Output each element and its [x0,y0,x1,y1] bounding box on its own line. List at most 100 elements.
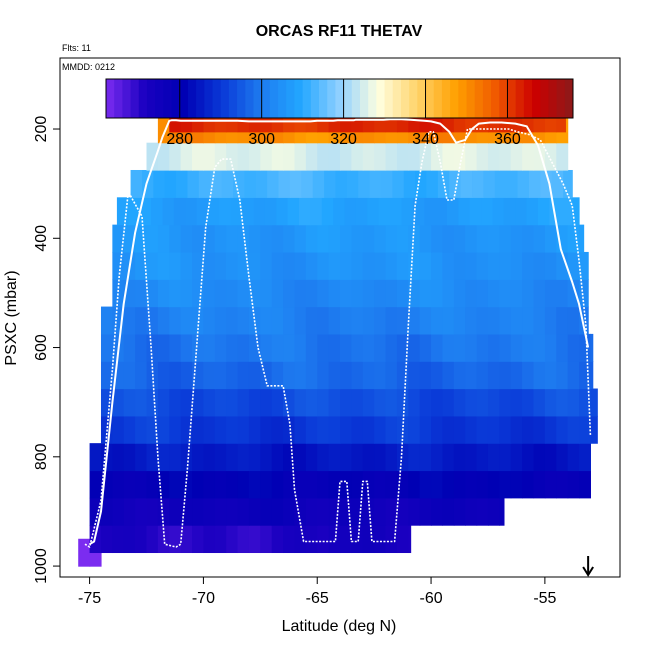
heatmap-cell [237,388,250,417]
heatmap-cell [192,251,205,280]
heatmap-cell [499,415,512,444]
colorbar-swatch [532,79,541,118]
heatmap-cell [153,169,166,198]
x-tick-label: -55 [533,590,556,607]
heatmap-cell [374,333,387,362]
colorbar-tick-label: 280 [166,131,193,148]
colorbar-swatch [302,79,312,118]
colorbar-swatch [228,79,238,118]
heatmap-cell [419,279,432,308]
heatmap-cell [192,333,205,362]
heatmap-cell [522,224,535,253]
heatmap-cell [476,142,489,171]
heatmap-cell [374,388,387,417]
heatmap-cell [237,279,250,308]
heatmap-cell [146,251,159,280]
heatmap-cell [408,361,421,390]
colorbar-swatch [466,79,476,118]
heatmap-cell [396,443,409,472]
y-tick-label: 800 [33,443,50,470]
heatmap-cell [192,470,205,499]
heatmap-cell [351,497,364,526]
heatmap-cell [396,224,409,253]
heatmap-cell [544,361,557,390]
heatmap-cell [476,224,489,253]
heatmap-cell [533,443,546,472]
heatmap-cell [362,388,375,417]
heatmap-cell [248,443,261,472]
chart-subtitle: Flts: 11 [62,43,91,53]
colorbar-swatch [138,79,148,118]
heatmap-cell [317,415,330,444]
heatmap-cell [89,470,102,499]
heatmap-cell [499,470,512,499]
heatmap-cell [431,497,444,526]
heatmap-cell [533,388,546,417]
heatmap-cell [237,470,250,499]
heatmap-cell [226,306,239,335]
heatmap-cell [579,443,591,472]
heatmap-cell [487,497,500,526]
heatmap-cell [267,169,280,198]
heatmap-cell [499,443,512,472]
heatmap-cell [226,443,239,472]
y-axis-label: PSXC (mbar) [3,270,20,365]
heatmap-cell [465,470,478,499]
heatmap-cell [219,197,232,226]
heatmap-cell [374,415,387,444]
heatmap-cell [533,333,546,362]
heatmap-cell [567,306,580,335]
heatmap-cell [563,169,573,198]
heatmap-cell [317,333,330,362]
heatmap-cell [141,169,154,198]
heatmap-cell [89,443,102,472]
heatmap-cell [494,169,507,198]
heatmap-cell [139,197,152,226]
heatmap-cell [305,279,318,308]
heatmap-cell [180,415,193,444]
heatmap-cell [340,388,352,417]
heatmap-cell [385,224,398,253]
heatmap-cell [374,251,387,280]
heatmap-cell [476,497,489,526]
heatmap-cell [556,388,569,417]
heatmap-cell [362,251,375,280]
heatmap-cell [385,443,398,472]
heatmap-cell [112,251,125,280]
heatmap-cell [294,306,307,335]
heatmap-cell [426,169,439,198]
heatmap-cell [385,251,398,280]
heatmap-cell [515,197,528,226]
colorbar-swatch [294,79,304,118]
heatmap-cell [499,279,512,308]
heatmap-cell [544,333,557,362]
heatmap-cell [453,415,466,444]
heatmap-cell [419,388,432,417]
colorbar-swatch [359,79,369,118]
heatmap-cell [203,333,216,362]
heatmap-cell [203,361,216,390]
heatmap-cell [260,470,273,499]
heatmap-cell [431,224,444,253]
heatmap-cell [465,497,478,526]
colorbar-swatch [400,79,410,118]
heatmap-cell [487,361,500,390]
heatmap-cell [476,443,489,472]
heatmap-cell [556,333,569,362]
heatmap-cell [214,361,227,390]
heatmap-cell [328,525,341,554]
heatmap-cell [317,388,330,417]
heatmap-cell [203,142,216,171]
heatmap-cell [442,470,455,499]
heatmap-cell [112,388,125,417]
colorbar-swatch [253,79,263,118]
heatmap-cell [453,470,466,499]
heatmap-cell [579,415,591,444]
colorbar-swatch [540,79,549,118]
heatmap-cell [499,333,512,362]
y-tick-label: 1000 [33,548,50,584]
heatmap-cell [487,388,500,417]
heatmap-cell [157,142,170,171]
colorbar-swatch [474,79,484,118]
